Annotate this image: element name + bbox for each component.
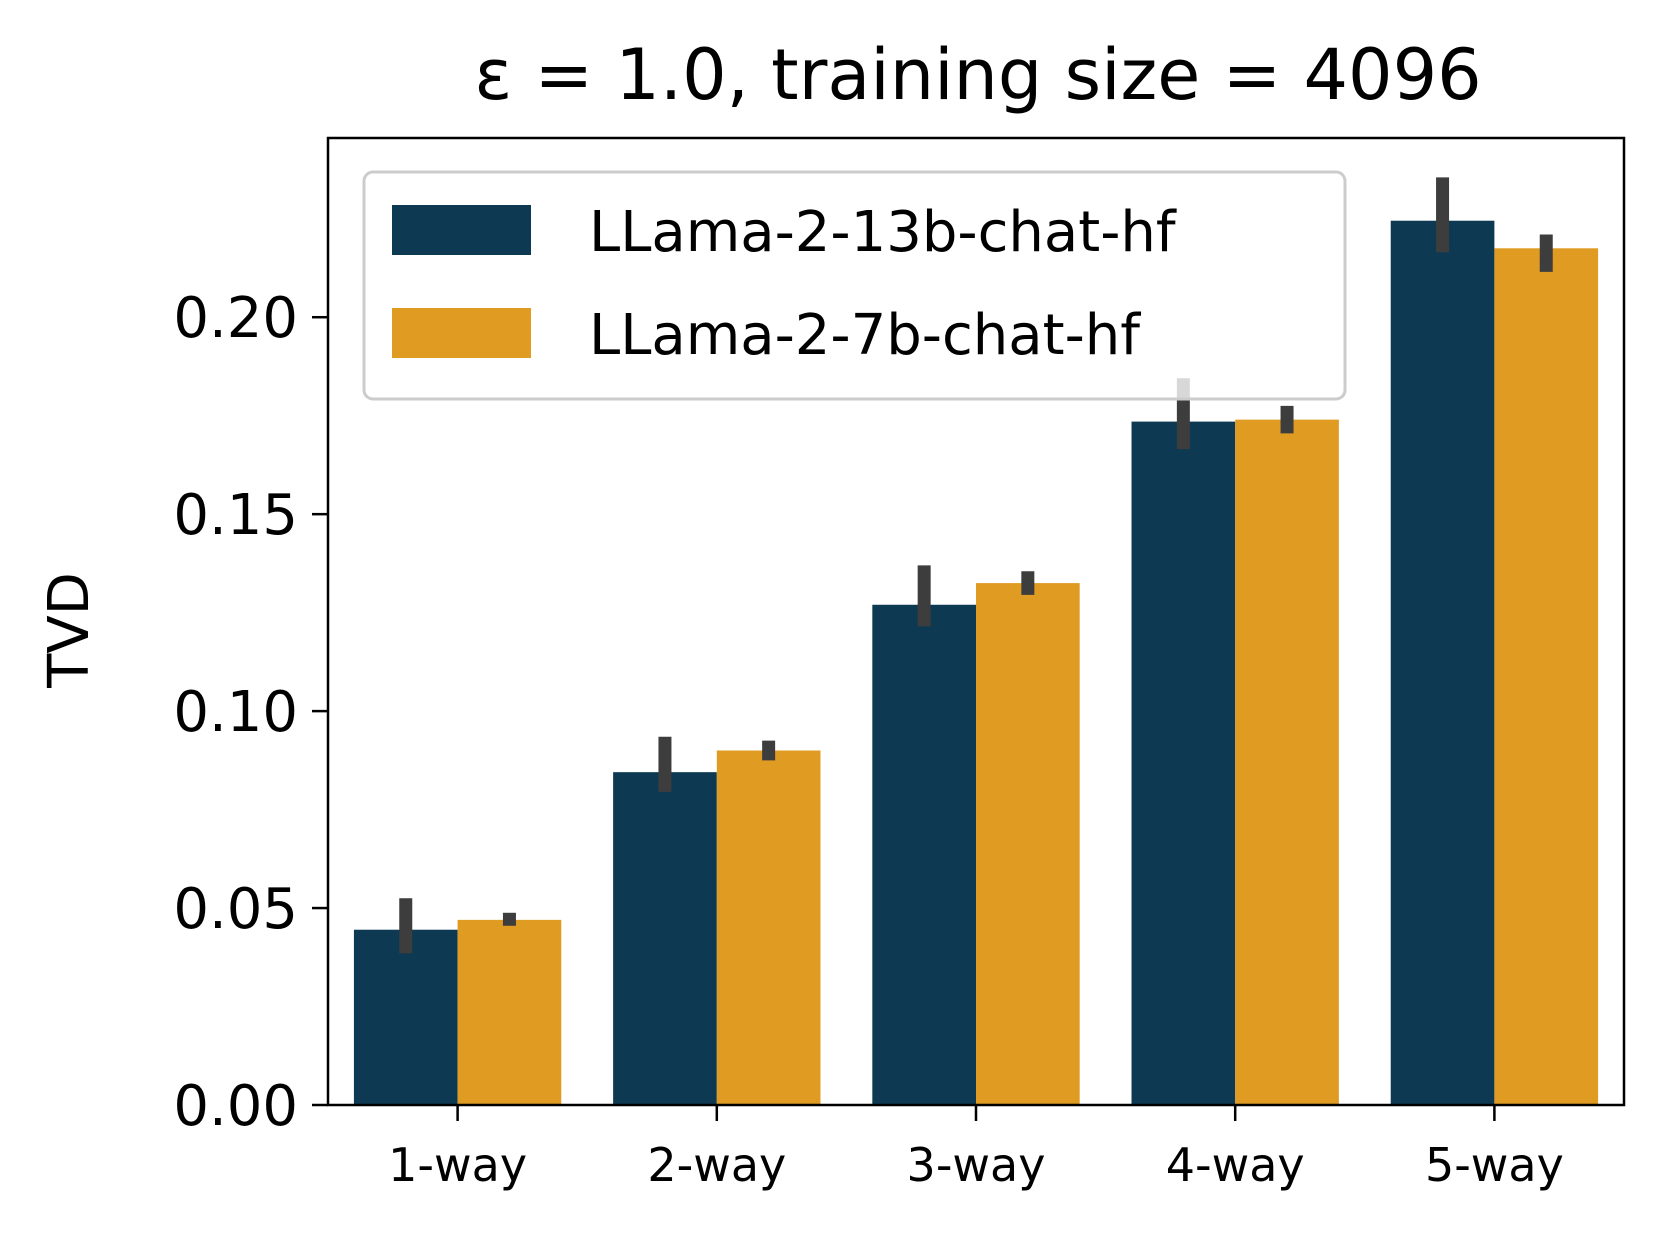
x-tick-label: 3-way: [907, 1138, 1046, 1192]
bar-llama-7b-1-way: [457, 919, 562, 1105]
y-tick-label: 0.00: [173, 1074, 298, 1139]
error-bars-group: [399, 177, 1553, 954]
bar-llama-13b-2-way: [613, 772, 717, 1105]
x-tick-label: 1-way: [388, 1138, 527, 1192]
legend-label-llama-7b: LLama-2-7b-chat-hf: [589, 303, 1141, 368]
chart-title: ε = 1.0, training size = 4096: [474, 34, 1481, 116]
bar-llama-7b-3-way: [976, 583, 1080, 1105]
bar-llama-7b-4-way: [1235, 419, 1339, 1106]
x-tick-label: 2-way: [647, 1138, 786, 1192]
bars-group: [353, 220, 1599, 1106]
legend-box: [362, 170, 1347, 401]
y-tick-label: 0.05: [173, 877, 298, 942]
x-axis-ticks: 1-way 2-way 3-way 4-way 5-way: [388, 1105, 1564, 1192]
legend-swatch-llama-7b: [392, 308, 531, 358]
y-axis-ticks: 0.00 0.05 0.10 0.15 0.20: [173, 286, 328, 1139]
bar-llama-7b-2-way: [716, 750, 821, 1105]
y-tick-label: 0.20: [173, 286, 298, 351]
legend: LLama-2-13b-chat-hf LLama-2-7b-chat-hf: [362, 170, 1347, 401]
bar-llama-13b-4-way: [1131, 421, 1236, 1105]
bar-llama-7b-5-way: [1494, 248, 1599, 1106]
y-tick-label: 0.10: [173, 680, 298, 745]
legend-label-llama-13b: LLama-2-13b-chat-hf: [589, 200, 1177, 265]
x-tick-label: 4-way: [1166, 1138, 1305, 1192]
bar-llama-13b-1-way: [353, 929, 458, 1105]
x-tick-label: 5-way: [1425, 1138, 1564, 1192]
y-axis-label: TVD: [37, 572, 102, 689]
bar-llama-13b-5-way: [1390, 220, 1495, 1105]
legend-swatch-llama-13b: [392, 205, 531, 255]
y-tick-label: 0.15: [173, 483, 298, 548]
bar-llama-13b-3-way: [872, 604, 976, 1105]
